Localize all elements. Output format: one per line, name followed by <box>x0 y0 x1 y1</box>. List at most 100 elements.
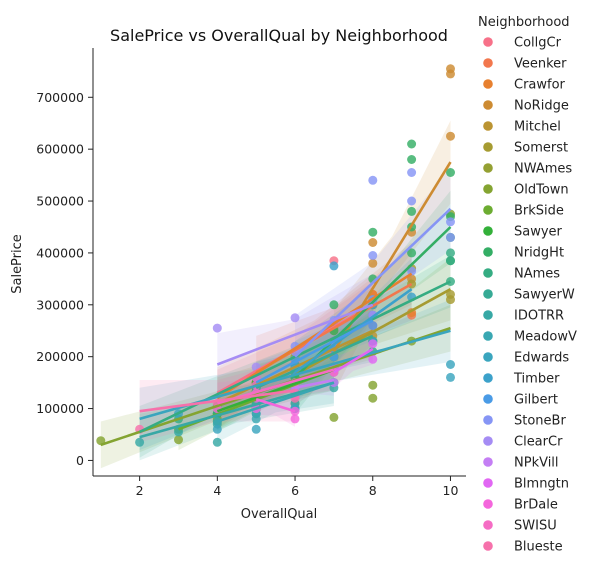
legend-label: SawyerW <box>514 288 575 303</box>
legend-marker <box>483 457 493 467</box>
legend-label: Timber <box>513 372 560 387</box>
point-StoneBr <box>407 196 417 206</box>
regression-line-Mitchel <box>216 329 374 405</box>
legend-marker <box>483 100 493 110</box>
legend-item-BrDale: BrDale <box>483 498 558 513</box>
legend-item-NWAmes: NWAmes <box>483 162 572 177</box>
regression-line-Somerst <box>294 288 452 376</box>
point-Timber <box>329 261 339 271</box>
legend-item-NPkVill: NPkVill <box>483 456 559 471</box>
point-OldTown <box>329 412 339 422</box>
legend-marker <box>483 205 493 215</box>
point-ClearCr <box>290 313 300 323</box>
legend-marker <box>483 247 493 257</box>
legend-item-Timber: Timber <box>483 372 560 387</box>
legend-marker <box>483 478 493 488</box>
x-tick-label: 8 <box>369 483 377 498</box>
point-StoneBr <box>368 251 378 260</box>
legend-marker <box>483 289 493 299</box>
point-NridgHt <box>446 168 455 177</box>
legend: Neighborhood CollgCr Veenker Crawfor NoRidg… <box>478 15 577 555</box>
legend-label: Somerst <box>514 141 568 156</box>
legend-marker <box>483 373 493 383</box>
point-NridgHt <box>368 227 378 237</box>
legend-item-Sawyer: Sawyer <box>483 225 563 240</box>
legend-item-IDOTRR: IDOTRR <box>483 309 564 324</box>
legend-label: ClearCr <box>514 435 563 450</box>
x-tick-label: 10 <box>443 483 459 498</box>
y-tick-label: 200000 <box>36 349 84 364</box>
legend-marker <box>483 58 493 68</box>
legend-item-NridgHt: NridgHt <box>483 246 564 261</box>
point-NAmes <box>446 256 455 266</box>
point-NridgHt <box>407 139 417 149</box>
point-NridgHt <box>407 248 417 258</box>
regression-line-StoneBr <box>294 207 452 358</box>
point-StoneBr <box>446 217 455 227</box>
legend-item-Crawfor: Crawfor <box>483 78 566 93</box>
point-NoRidge <box>368 258 378 268</box>
legend-label: MeadowV <box>514 330 577 345</box>
x-tick-label: 4 <box>213 483 221 498</box>
legend-item-BrkSide: BrkSide <box>483 204 564 219</box>
point-NoRidge <box>368 238 378 247</box>
legend-label: NPkVill <box>514 456 559 471</box>
legend-label: Blmngtn <box>514 477 569 492</box>
legend-marker <box>483 331 493 341</box>
legend-label: Veenker <box>514 57 567 72</box>
legend-item-NAmes: NAmes <box>483 267 560 282</box>
x-tick-label: 6 <box>291 483 299 498</box>
point-NoRidge <box>446 64 455 74</box>
point-OldTown <box>174 435 183 445</box>
legend-label: Crawfor <box>514 78 566 93</box>
point-OldTown <box>368 380 378 390</box>
legend-marker <box>483 142 493 152</box>
legend-marker <box>483 79 493 89</box>
legend-marker <box>483 499 493 509</box>
legend-item-SawyerW: SawyerW <box>483 288 575 303</box>
point-Edwards <box>212 424 222 434</box>
legend-marker <box>483 184 493 194</box>
legend-item-Mitchel: Mitchel <box>483 120 561 135</box>
regression-line-NPkVill <box>294 378 335 390</box>
point-OldTown <box>368 393 378 403</box>
y-tick-label: 400000 <box>36 245 84 260</box>
legend-item-ClearCr: ClearCr <box>483 435 563 450</box>
point-NoRidge <box>446 131 455 141</box>
point-Gilbert <box>368 321 378 331</box>
legend-item-Somerst: Somerst <box>483 141 568 156</box>
point-NridgHt <box>407 155 417 164</box>
legend-label: NoRidge <box>514 99 569 114</box>
regression-line-BrDale <box>255 397 296 413</box>
legend-marker <box>483 121 493 131</box>
legend-label: CollgCr <box>514 36 562 51</box>
legend-label: NAmes <box>514 267 560 282</box>
point-Edwards <box>446 372 455 382</box>
y-tick-label: 600000 <box>36 142 84 157</box>
legend-item-MeadowV: MeadowV <box>483 330 577 345</box>
y-tick-label: 300000 <box>36 297 84 312</box>
axes: 2 4 6 8 10 0 100000 200000 300000 400000 500000 600… <box>36 48 466 498</box>
legend-marker <box>483 268 493 278</box>
legend-marker <box>483 310 493 320</box>
regression-line-MeadowV <box>216 381 335 423</box>
legend-marker <box>483 415 493 425</box>
legend-label: Mitchel <box>514 120 561 135</box>
legend-marker <box>483 37 493 47</box>
legend-label: SWISU <box>514 519 557 534</box>
legend-item-Veenker: Veenker <box>483 57 567 72</box>
point-NridgHt <box>407 206 417 216</box>
legend-marker <box>483 163 493 173</box>
point-IDOTRR <box>212 437 222 447</box>
legend-marker <box>483 520 493 530</box>
legend-label: Blueste <box>514 540 563 555</box>
legend-items: CollgCr Veenker Crawfor NoRidge Mitchel Somer… <box>483 36 577 555</box>
y-tick-label: 0 <box>76 453 84 468</box>
point-Somerst <box>446 295 455 305</box>
y-tick-label: 100000 <box>36 401 84 416</box>
regression-lines <box>100 161 452 447</box>
x-tick-label: 2 <box>136 483 144 498</box>
regression-line-Blueste <box>139 389 296 413</box>
legend-label: NridgHt <box>514 246 564 261</box>
